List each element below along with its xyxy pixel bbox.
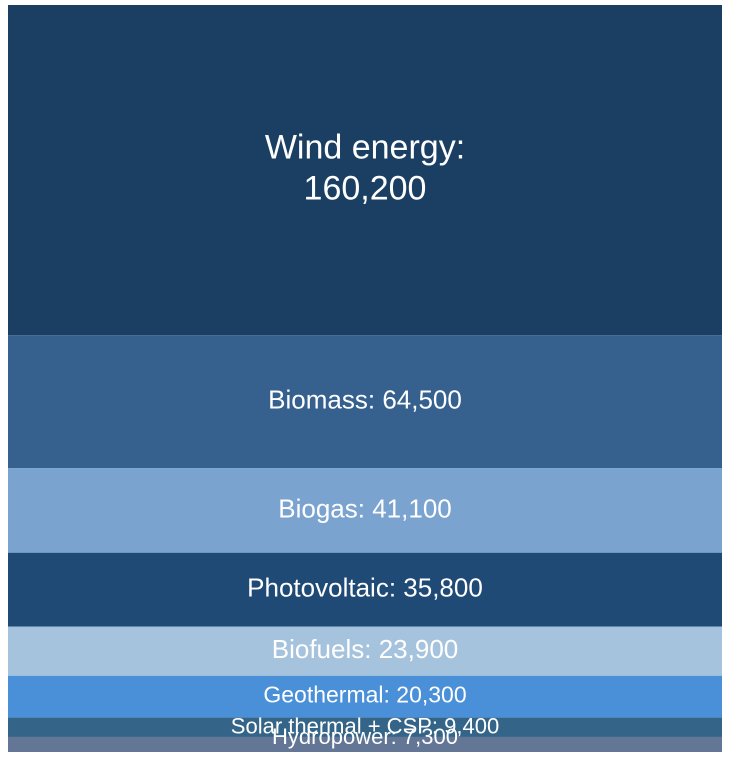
- segment: [8, 468, 722, 553]
- category-label: Geothermal:: [263, 682, 390, 708]
- plot-area: Wind energy: 160,200 Biomass: 64,500 Biogas…: [8, 5, 722, 752]
- value-label: 23,900: [379, 634, 459, 664]
- segment: [8, 552, 722, 627]
- segment-label: Solar thermal + CSP: 9,400: [231, 713, 499, 738]
- category-label: Biomass:: [268, 384, 375, 414]
- category-label: Photovoltaic:: [247, 572, 396, 602]
- segment: [8, 675, 722, 718]
- segment: [8, 5, 722, 336]
- category-label: Biogas:: [278, 493, 365, 523]
- segment-label: Biomass: 64,500: [268, 384, 462, 414]
- segment-label: Biogas: 41,100: [278, 493, 452, 523]
- category-label: Solar thermal + CSP:: [231, 713, 438, 738]
- segment: [8, 335, 722, 469]
- segment-label: Hydropower: 7,300: [272, 724, 458, 749]
- segment-label: Photovoltaic: 35,800: [247, 572, 483, 602]
- value-label: 20,300: [396, 682, 466, 708]
- segment-label: Wind energy: 160,200: [265, 129, 465, 208]
- segment: [8, 626, 722, 676]
- value-label: 160,200: [304, 169, 427, 207]
- segment-label: Biofuels: 23,900: [272, 634, 459, 664]
- category-label: Biofuels:: [272, 634, 372, 664]
- value-label: 7,300: [403, 724, 458, 749]
- segment-label: Geothermal: 20,300: [263, 682, 466, 708]
- segment: [8, 717, 722, 737]
- value-label: 9,400: [444, 713, 499, 738]
- segment: [8, 736, 722, 752]
- category-label: Hydropower:: [272, 724, 397, 749]
- category-label: Wind energy:: [265, 129, 465, 167]
- value-label: 35,800: [403, 572, 483, 602]
- value-label: 64,500: [382, 384, 462, 414]
- value-label: 41,100: [372, 493, 452, 523]
